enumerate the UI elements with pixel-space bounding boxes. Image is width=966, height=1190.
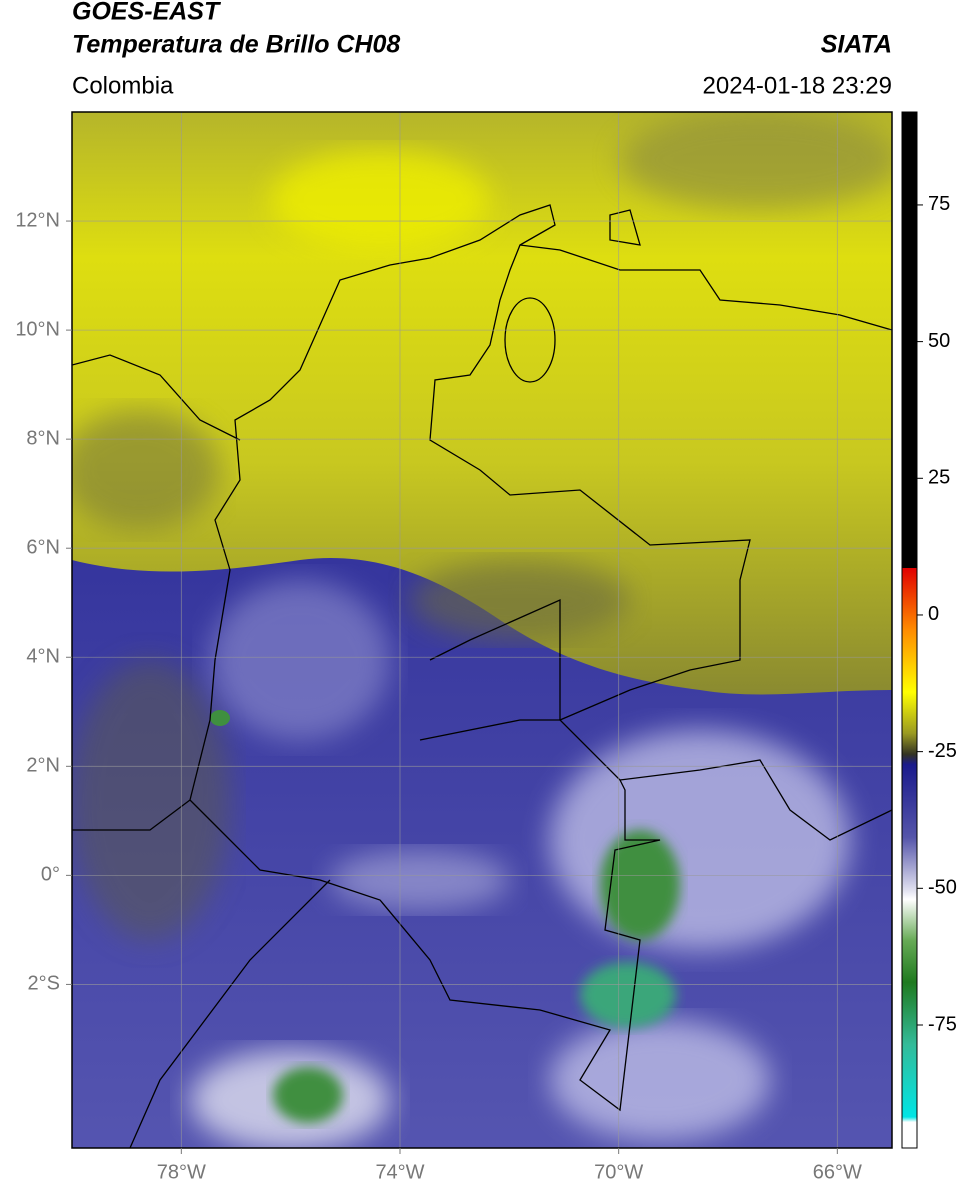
boundaries bbox=[72, 204, 892, 1148]
y-tick-label: 0° bbox=[41, 864, 60, 886]
x-tick-label: 74°W bbox=[375, 1161, 424, 1183]
y-tick-label: 4°N bbox=[26, 646, 60, 668]
y-tick-label: 8°N bbox=[26, 427, 60, 449]
ticks: 78°W 74°W 70°W 66°W 12°N 10°N 8°N 6°N 4°N 2°N 0° 2°… bbox=[15, 193, 957, 1183]
title: GOES-EAST bbox=[72, 0, 222, 26]
x-tick-label: 70°W bbox=[594, 1161, 643, 1183]
satellite-image bbox=[72, 112, 892, 1148]
x-tick-label: 66°W bbox=[813, 1161, 862, 1183]
y-tick-label: 12°N bbox=[15, 209, 60, 231]
colorbar-tick-label: 75 bbox=[928, 193, 950, 215]
grid bbox=[72, 112, 892, 1148]
colorbar-tick-label: 50 bbox=[928, 330, 950, 352]
y-tick-label: 10°N bbox=[15, 318, 60, 340]
region: Colombia bbox=[72, 72, 174, 99]
y-tick-label: 2°S bbox=[28, 973, 60, 995]
colorbar-tick-label: -50 bbox=[928, 877, 957, 899]
y-tick-label: 6°N bbox=[26, 536, 60, 558]
source: SIATA bbox=[821, 31, 892, 59]
colorbar-tick-label: -25 bbox=[928, 740, 957, 762]
subtitle: Temperatura de Brillo CH08 bbox=[72, 31, 400, 59]
map-frame bbox=[71, 111, 893, 1149]
x-tick-label: 78°W bbox=[157, 1161, 206, 1183]
y-tick-label: 2°N bbox=[26, 755, 60, 777]
colorbar-tick-label: -75 bbox=[928, 1013, 957, 1035]
colorbar-tick-label: 25 bbox=[928, 467, 950, 489]
colorbar bbox=[901, 111, 918, 1149]
datetime: 2024-01-18 23:29 bbox=[703, 72, 893, 99]
colorbar-tick-label: 0 bbox=[928, 603, 939, 625]
